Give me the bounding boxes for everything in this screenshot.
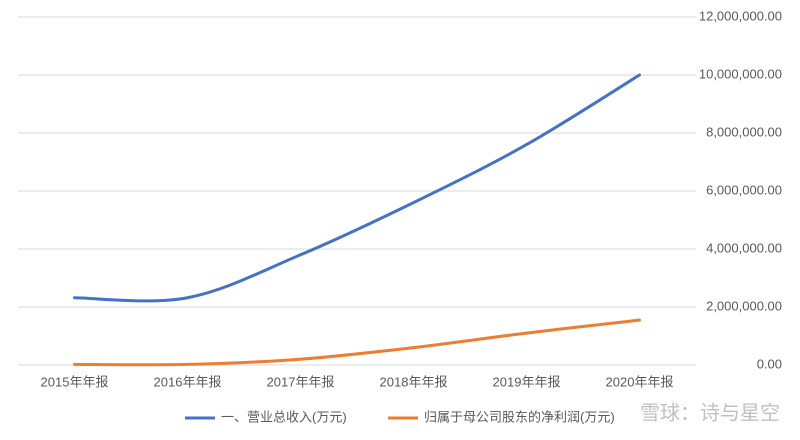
y-tick-label: 0.00	[757, 356, 782, 371]
watermark: 雪球：诗与星空	[640, 401, 780, 424]
y-tick-label: 10,000,000.00	[699, 66, 782, 81]
line-series	[73, 73, 641, 303]
line-series	[73, 318, 641, 367]
legend-label: 一、营业总收入(万元)	[221, 409, 347, 424]
y-tick-label: 6,000,000.00	[706, 182, 782, 197]
x-tick-label: 2015年年报	[41, 374, 109, 389]
y-tick-label: 12,000,000.00	[699, 8, 782, 23]
y-tick-label: 2,000,000.00	[706, 298, 782, 313]
x-tick-label: 2020年年报	[606, 374, 674, 389]
x-tick-label: 2017年年报	[267, 374, 335, 389]
x-tick-label: 2018年年报	[380, 374, 448, 389]
x-tick-label: 2016年年报	[154, 374, 222, 389]
y-tick-label: 8,000,000.00	[706, 124, 782, 139]
legend-label: 归属于母公司股东的净利润(万元)	[424, 409, 615, 424]
y-tick-label: 4,000,000.00	[706, 240, 782, 255]
x-tick-label: 2019年年报	[493, 374, 561, 389]
